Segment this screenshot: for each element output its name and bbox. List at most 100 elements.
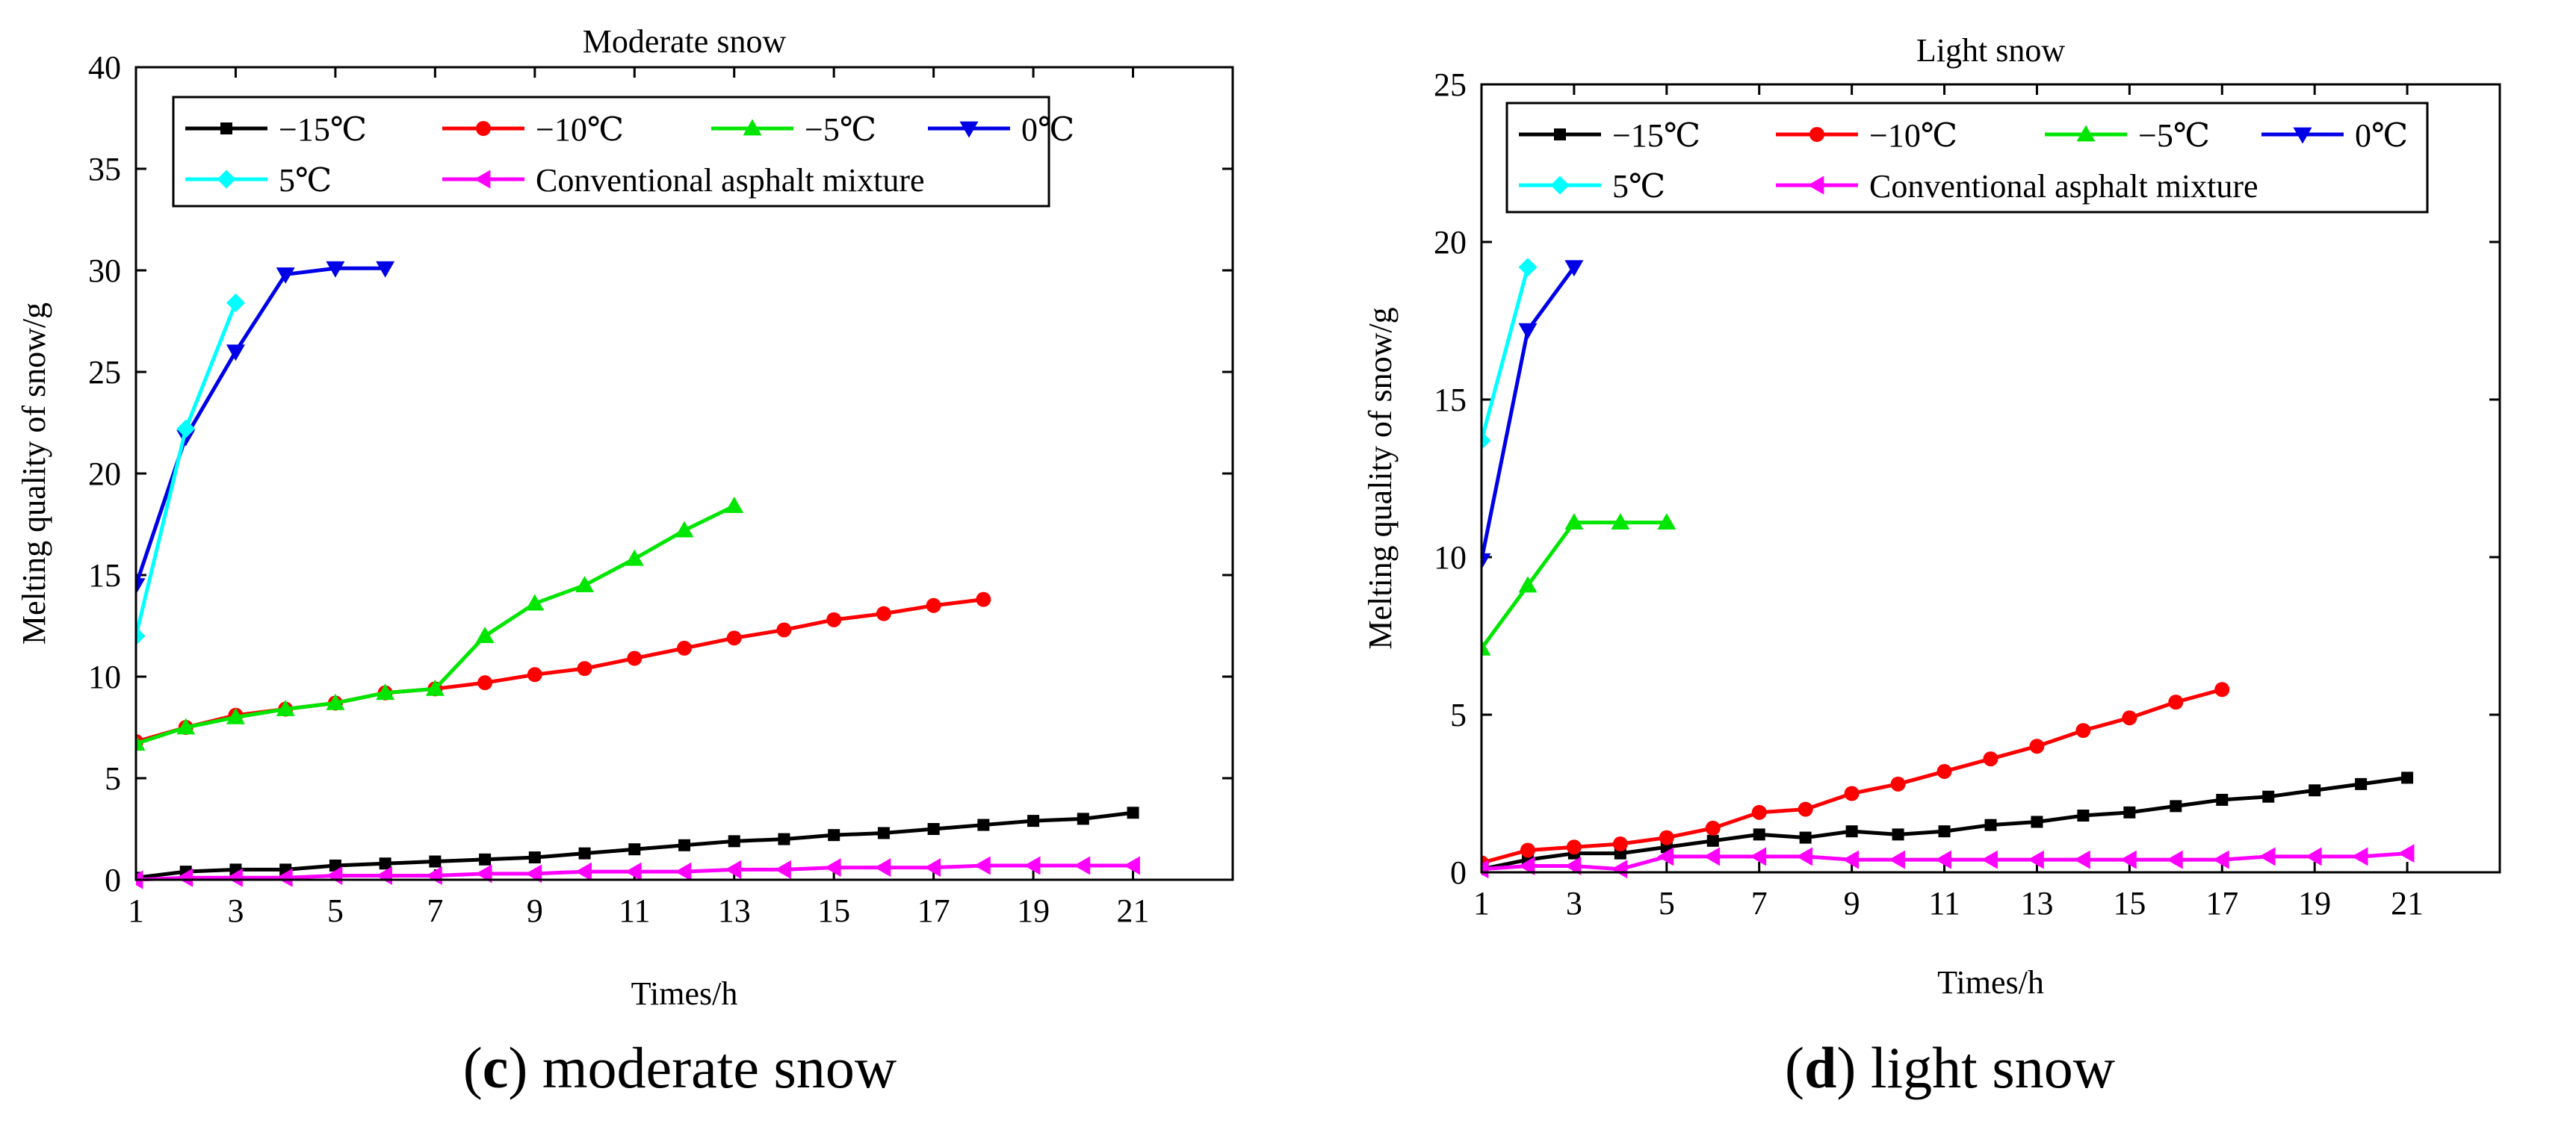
y-tick-label: 10 bbox=[1434, 539, 1467, 576]
series-1 bbox=[1481, 682, 2230, 871]
data-point bbox=[1889, 850, 1905, 869]
data-point bbox=[226, 868, 243, 887]
data-point bbox=[1936, 763, 1952, 779]
data-point bbox=[525, 864, 542, 884]
data-point bbox=[1612, 836, 1628, 852]
data-point bbox=[2309, 784, 2321, 797]
x-axis-label: Times/h bbox=[631, 975, 738, 1012]
x-tick-label: 3 bbox=[1566, 885, 1582, 922]
data-point bbox=[1520, 842, 1535, 858]
data-point bbox=[1844, 786, 1860, 801]
data-point bbox=[425, 679, 445, 696]
x-tick-label: 15 bbox=[817, 892, 850, 929]
data-point bbox=[1892, 828, 1904, 841]
x-tick-label: 15 bbox=[2113, 885, 2146, 922]
data-point bbox=[2077, 810, 2090, 822]
data-point bbox=[1611, 513, 1630, 530]
data-point bbox=[329, 859, 341, 872]
y-tick-label: 20 bbox=[1434, 224, 1467, 261]
data-point bbox=[1611, 860, 1628, 879]
data-point bbox=[728, 835, 740, 848]
legend-marker bbox=[2293, 127, 2312, 144]
data-point bbox=[577, 661, 592, 677]
data-point bbox=[1659, 830, 1674, 845]
y-tick-label: 20 bbox=[88, 456, 121, 492]
legend-item: −15℃ bbox=[185, 111, 367, 148]
data-point bbox=[1481, 639, 1491, 656]
data-point bbox=[425, 866, 442, 886]
legend-item: Conventional asphalt mixture bbox=[1776, 168, 2258, 205]
y-axis-label: Melting quality of snow/g bbox=[16, 302, 52, 645]
legend-item: 0℃ bbox=[928, 111, 1074, 148]
caption-d: (d) light snow bbox=[1784, 1035, 2116, 1100]
legend-label: −5℃ bbox=[805, 111, 876, 148]
legend-label: −10℃ bbox=[1869, 117, 1957, 154]
data-point bbox=[1798, 801, 1813, 817]
data-point bbox=[136, 627, 146, 646]
data-point bbox=[1705, 820, 1721, 836]
data-point bbox=[176, 419, 196, 438]
data-point bbox=[1564, 857, 1582, 876]
data-point bbox=[1518, 857, 1535, 876]
x-tick-label: 11 bbox=[619, 892, 650, 929]
data-point bbox=[1935, 850, 1951, 869]
series-5 bbox=[1481, 844, 2415, 879]
legend-item: 5℃ bbox=[1519, 168, 1665, 205]
data-point bbox=[1706, 834, 1719, 847]
data-point bbox=[1077, 813, 1089, 825]
data-point bbox=[276, 267, 295, 284]
x-tick-label: 11 bbox=[1928, 885, 1960, 922]
legend-marker bbox=[220, 122, 232, 134]
x-tick-label: 17 bbox=[2205, 885, 2238, 922]
data-point bbox=[479, 853, 492, 866]
legend-marker bbox=[2076, 125, 2096, 142]
data-point bbox=[1657, 847, 1674, 866]
legend-marker bbox=[476, 121, 491, 136]
legend-box bbox=[172, 96, 1050, 208]
data-point bbox=[2351, 847, 2368, 866]
series-5 bbox=[136, 856, 1140, 889]
x-tick-label: 1 bbox=[1473, 885, 1490, 922]
data-point bbox=[176, 868, 193, 887]
data-point bbox=[475, 627, 495, 643]
x-tick-label: 5 bbox=[1659, 885, 1675, 922]
data-point bbox=[774, 860, 791, 879]
series-2 bbox=[1481, 513, 1676, 656]
data-point bbox=[625, 862, 642, 881]
y-tick-label: 0 bbox=[105, 862, 121, 898]
legend-marker bbox=[743, 119, 762, 136]
y-tick-label: 5 bbox=[105, 760, 121, 797]
legend-label: 0℃ bbox=[2355, 117, 2408, 154]
legend-item: −5℃ bbox=[2045, 117, 2210, 154]
data-point bbox=[927, 823, 940, 835]
data-point bbox=[2027, 850, 2044, 869]
series-line bbox=[136, 504, 735, 746]
data-point bbox=[1799, 831, 1812, 844]
data-point bbox=[1938, 825, 1951, 838]
data-point bbox=[2401, 771, 2414, 784]
data-point bbox=[2216, 793, 2229, 806]
legend-marker bbox=[1807, 176, 1824, 195]
x-tick-label: 13 bbox=[2020, 885, 2053, 922]
legend-label: −10℃ bbox=[536, 111, 624, 148]
legend-item: 5℃ bbox=[185, 162, 332, 199]
data-point bbox=[877, 827, 890, 839]
data-point bbox=[578, 847, 591, 860]
legend-label: 5℃ bbox=[279, 162, 332, 199]
data-point bbox=[1518, 258, 1538, 277]
x-tick-label: 3 bbox=[227, 892, 244, 929]
data-point bbox=[475, 864, 492, 884]
data-point bbox=[1984, 819, 1997, 831]
data-point bbox=[1124, 856, 1140, 875]
data-point bbox=[2214, 682, 2230, 698]
x-axis-label: Times/h bbox=[1937, 964, 2044, 1001]
data-point bbox=[379, 857, 391, 870]
data-point bbox=[1751, 804, 1767, 820]
y-axis-label: Melting quality of snow/g bbox=[1362, 307, 1399, 649]
plot-frame bbox=[134, 66, 1234, 881]
data-point bbox=[1842, 850, 1860, 869]
series-line bbox=[1481, 267, 1530, 441]
x-tick-label: 19 bbox=[1017, 892, 1050, 929]
data-point bbox=[2120, 850, 2137, 869]
data-point bbox=[1481, 553, 1491, 570]
